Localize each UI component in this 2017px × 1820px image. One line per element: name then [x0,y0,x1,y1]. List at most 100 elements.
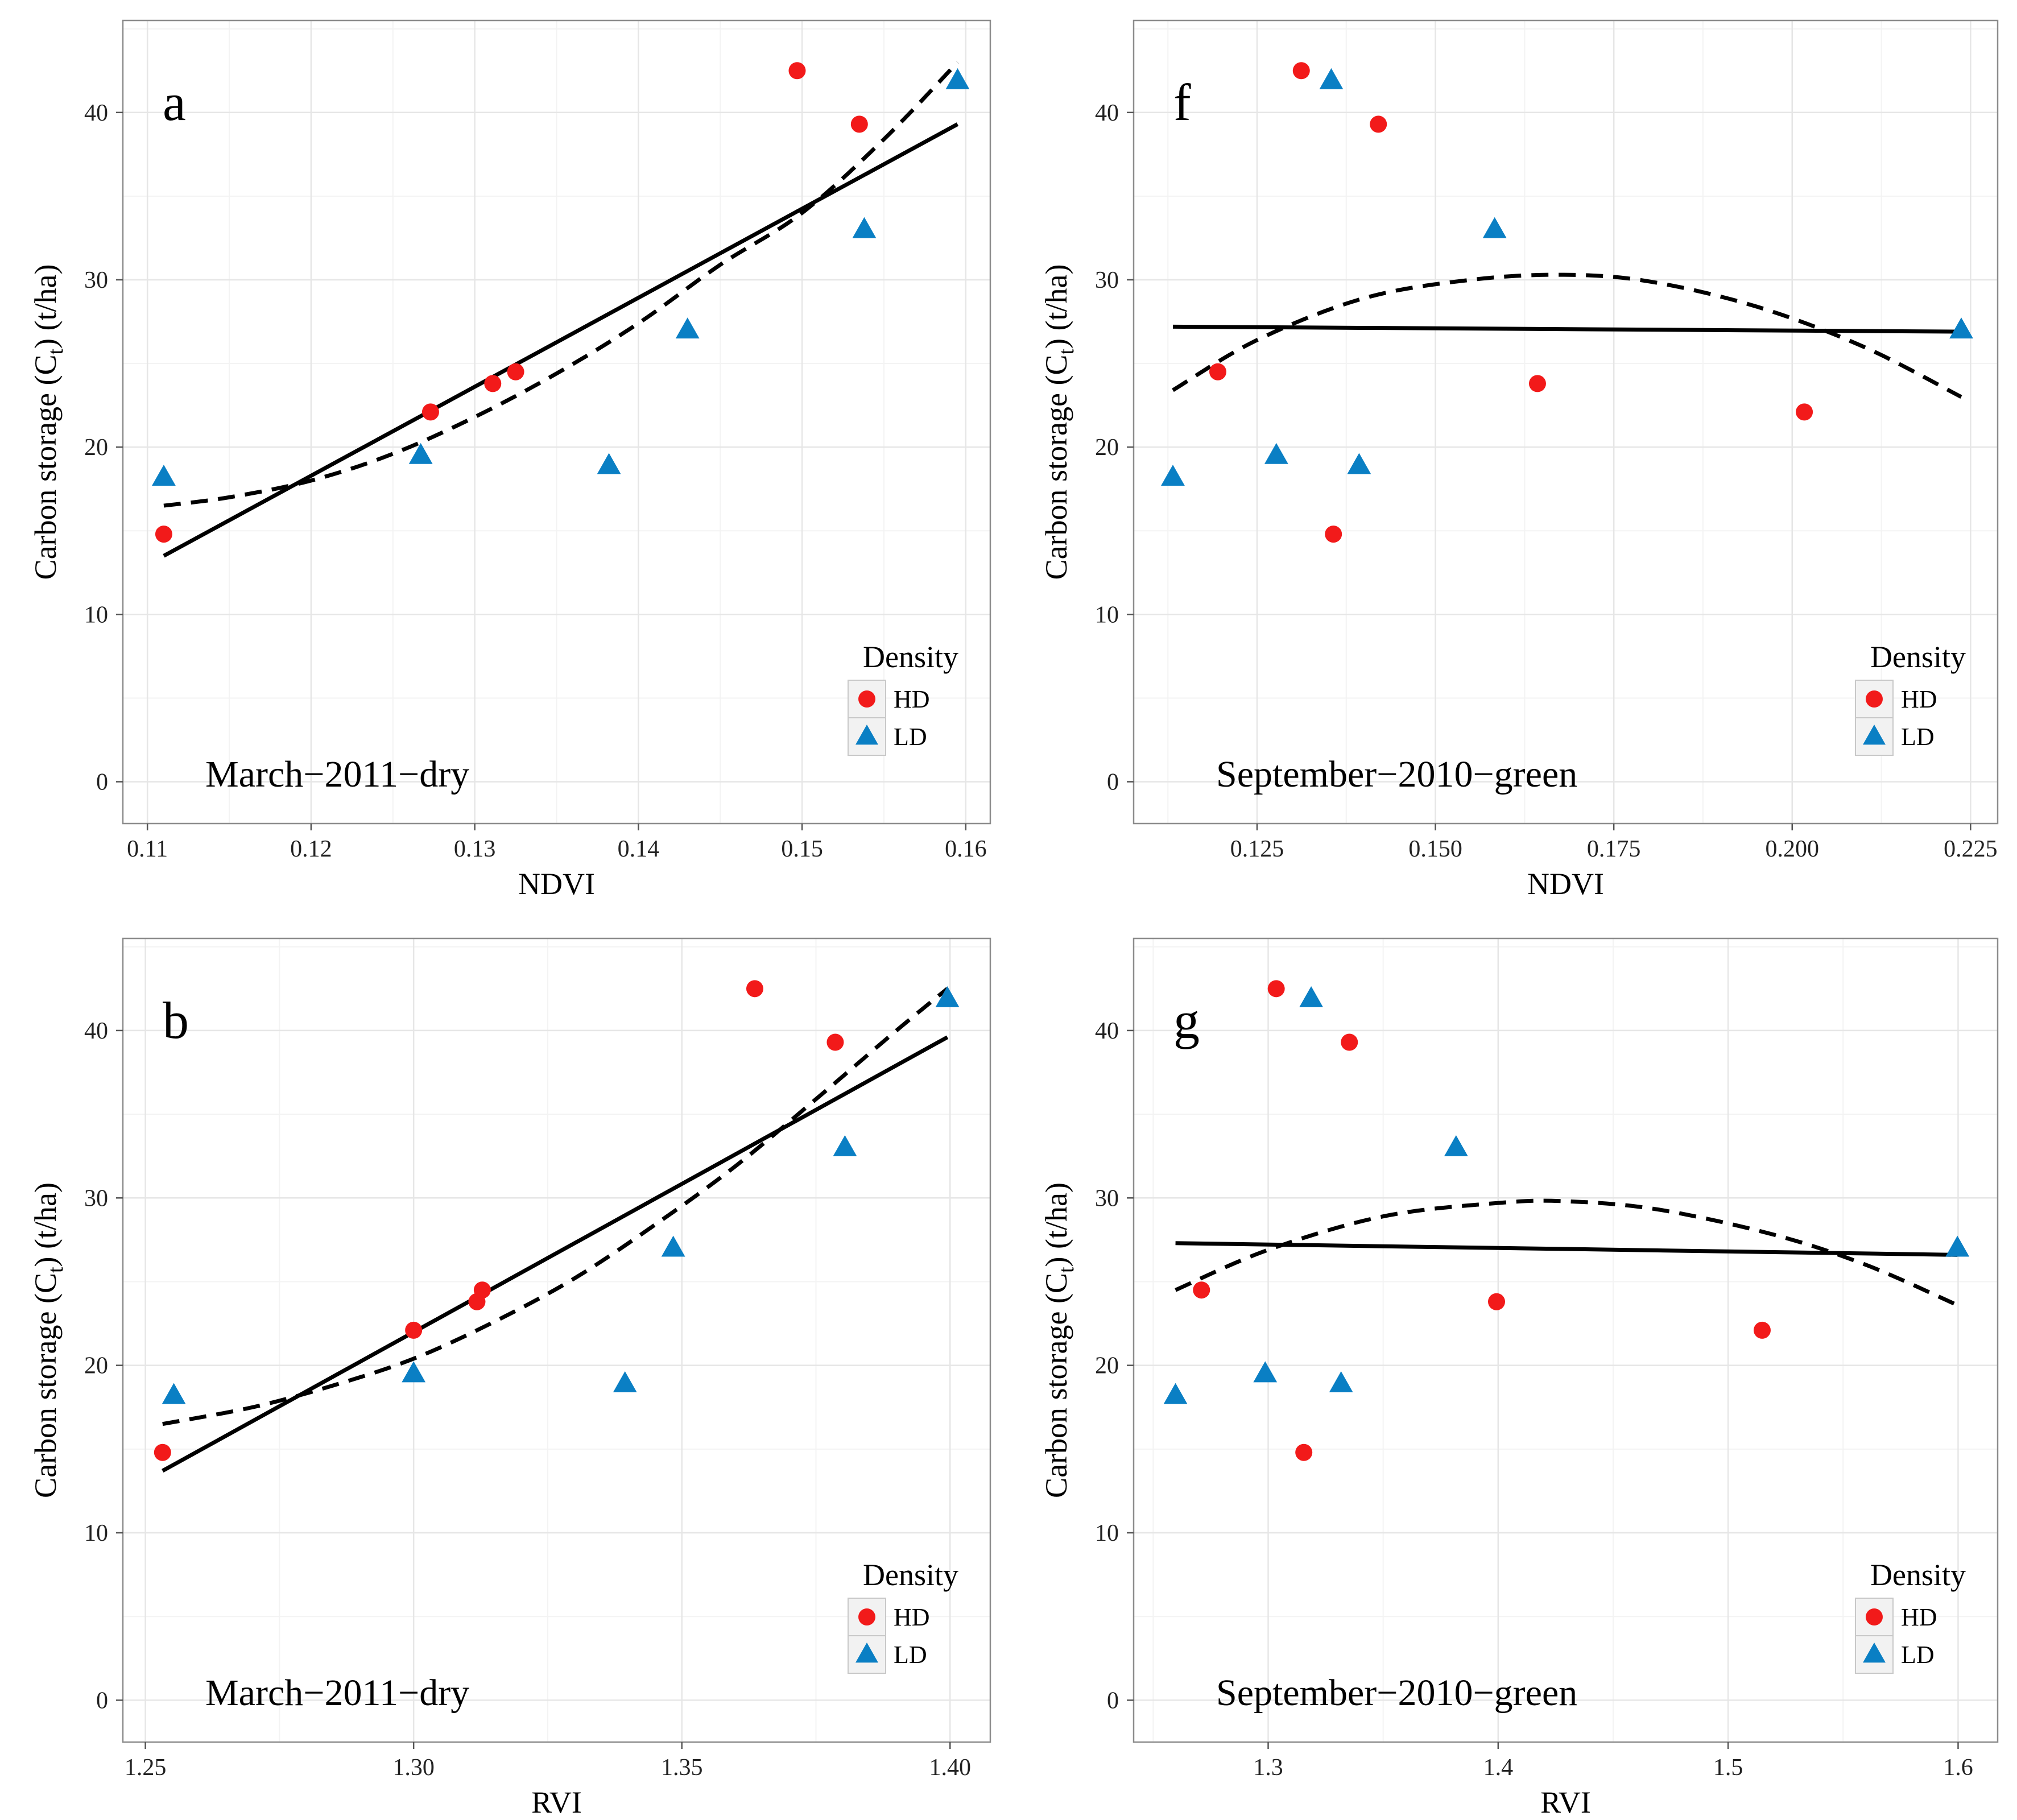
x-axis-title: NDVI [518,867,595,901]
legend-ld-label: LD [894,723,927,751]
hd-point [484,375,502,392]
linear-fit-line [162,1035,949,1473]
hd-point [405,1321,423,1339]
y-tick-label: 0 [1107,769,1119,795]
ld-point [1264,442,1288,464]
hd-point [1209,363,1227,380]
y-tick-label: 30 [1095,267,1119,293]
x-tick-label: 0.175 [1587,836,1641,862]
y-axis-title-suffix: ) (t/ha) [1039,1182,1073,1267]
ld-point [1161,465,1185,486]
legend-title: Density [863,1558,958,1592]
hd-point [1267,980,1285,998]
y-tick-label: 30 [1095,1185,1119,1211]
ld-point [1347,453,1371,474]
hd-point [155,526,172,543]
legend-hd-symbol [858,1608,875,1625]
quadratic-fit-line [163,61,959,508]
x-tick-label: 1.4 [1483,1755,1514,1781]
panel-label: b [163,991,189,1049]
hd-point [1796,403,1813,421]
ld-point [1253,1361,1278,1383]
hd-point [826,1033,844,1051]
legend-ld-symbol [1863,725,1886,745]
plot-background [1134,20,1998,824]
hd-point [1292,62,1310,80]
ld-point [1482,217,1507,238]
x-tick-label: 0.15 [781,836,823,862]
panel-label: a [163,73,186,131]
y-tick-label: 0 [1107,1687,1119,1714]
x-tick-label: 0.11 [127,836,168,862]
x-tick-label: 1.35 [661,1755,703,1781]
y-tick-label: 0 [96,1687,108,1714]
y-tick-label: 40 [84,1018,108,1044]
quadratic-fit-line [1175,1198,1958,1307]
panel-border [1133,937,1999,1743]
plot-background [1134,938,1998,1742]
ld-point [945,68,970,89]
x-tick-label: 0.125 [1230,836,1284,862]
y-axis-title: Carbon storage (Ct) (t/ha) [28,264,68,580]
y-axis-title-prefix: Carbon storage (C [1039,1273,1073,1498]
panel-label: f [1173,73,1191,131]
period-annotation: March−2011−dry [205,754,469,795]
y-axis-title-subscript: t [44,349,68,355]
x-tick-label: 0.150 [1408,836,1462,862]
y-tick-label: 10 [84,1520,108,1546]
x-tick-label: 1.6 [1943,1755,1973,1781]
y-axis-title-suffix: ) (t/ha) [1039,264,1073,349]
hd-point [850,115,868,133]
y-tick-label: 40 [1095,1018,1119,1044]
x-tick-label: 0.13 [454,836,496,862]
panel-border [122,19,991,825]
ld-point [597,453,621,474]
period-annotation: March−2011−dry [205,1672,469,1714]
ld-point [852,217,877,238]
x-tick-label: 1.3 [1253,1755,1283,1781]
ld-point [661,1235,685,1257]
panel-b: 1.25 1.30 1.35 1.40 0 10 20 30 40 RVI Carbon stora… [28,937,991,1819]
hd-point [788,62,806,80]
x-tick-label: 0.200 [1766,836,1820,862]
ld-point [675,317,700,339]
y-axis-title-suffix: ) (t/ha) [28,264,63,349]
panel-f: 0.125 0.150 0.175 0.200 0.225 0 10 20 30 40 NDVI Ca… [1039,19,1999,901]
y-axis-title-subscript: t [1055,1267,1078,1273]
hd-point [746,980,763,998]
x-tick-label: 0.14 [618,836,660,862]
y-axis-title-prefix: Carbon storage (C [1039,355,1073,580]
period-annotation: September−2010−green [1216,1672,1577,1714]
y-axis-title-subscript: t [44,1267,68,1273]
x-axis-title: RVI [531,1785,582,1819]
x-tick-label: 1.40 [929,1755,972,1781]
legend-hd-label: HD [894,1603,930,1631]
x-tick-label: 1.25 [125,1755,167,1781]
ld-point [833,1135,857,1156]
hd-point [1341,1033,1358,1051]
hd-point [1528,375,1546,392]
legend-ld-symbol [1863,1643,1886,1663]
panel-g: 1.3 1.4 1.5 1.6 0 10 20 30 40 RVI Carbon storage (… [1039,937,1999,1819]
ld-point [1329,1371,1353,1392]
panel-border [1133,19,1999,825]
x-axis-title: RVI [1540,1785,1591,1819]
panel-a: 0.11 0.12 0.13 0.14 0.15 0.16 0 10 20 30 40 NDVI Car… [28,19,991,901]
y-axis-title: Carbon storage (Ct) (t/ha) [1039,1182,1078,1498]
ld-point [1945,1235,1970,1257]
y-tick-label: 20 [84,435,108,461]
legend-ld-label: LD [1901,1641,1935,1669]
x-tick-label: 0.225 [1944,836,1998,862]
y-tick-label: 10 [1095,602,1119,628]
hd-point [154,1443,171,1461]
hd-point [1193,1281,1210,1299]
hd-point [507,363,524,380]
ld-point [1163,1383,1188,1404]
panel-label: g [1173,991,1200,1049]
y-tick-label: 0 [96,769,108,795]
x-axis-title: NDVI [1527,867,1604,901]
linear-fit-line [1175,1241,1958,1257]
y-tick-label: 20 [1095,435,1119,461]
legend-hd-label: HD [1901,685,1937,713]
